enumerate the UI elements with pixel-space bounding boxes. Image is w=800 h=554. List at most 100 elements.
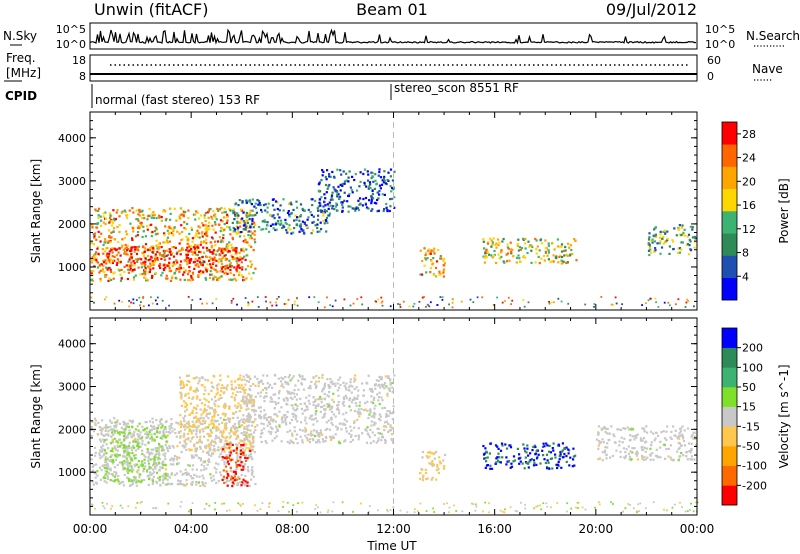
echo-cell xyxy=(219,374,222,377)
ground-scatter-cell xyxy=(527,301,530,304)
echo-cell xyxy=(157,214,161,217)
echo-cell xyxy=(164,468,167,471)
echo-cell xyxy=(574,239,577,242)
echo-cell xyxy=(248,440,251,443)
echo-cell xyxy=(371,197,375,200)
echo-cell xyxy=(598,442,601,445)
echo-cell xyxy=(165,474,168,477)
echo-cell xyxy=(137,219,140,222)
ground-scatter-cell xyxy=(214,508,216,511)
echo-cell xyxy=(329,198,332,201)
ground-scatter-cell xyxy=(523,305,526,308)
echo-cell xyxy=(103,441,106,444)
echo-cell xyxy=(145,277,148,280)
echo-cell xyxy=(181,423,184,427)
echo-cell xyxy=(179,420,182,423)
echo-cell xyxy=(157,456,160,459)
echo-cell xyxy=(155,447,158,450)
echo-cell xyxy=(170,227,173,230)
echo-cell xyxy=(305,429,308,432)
echo-cell xyxy=(624,454,628,458)
echo-cell xyxy=(150,473,153,476)
echo-cell xyxy=(212,475,215,478)
ground-scatter-cell xyxy=(535,505,538,508)
echo-cell xyxy=(133,246,136,249)
echo-cell xyxy=(225,481,228,484)
echo-cell xyxy=(136,218,139,221)
echo-cell xyxy=(181,386,185,389)
echo-cell xyxy=(141,465,144,468)
echo-cell xyxy=(628,428,631,431)
echo-cell xyxy=(164,472,167,475)
ground-scatter-cell xyxy=(247,304,250,307)
echo-cell xyxy=(519,460,522,463)
echo-cell xyxy=(139,222,142,225)
ground-scatter-cell xyxy=(141,501,143,503)
echo-cell xyxy=(90,458,93,461)
echo-cell xyxy=(155,461,158,465)
echo-cell xyxy=(353,396,356,399)
echo-cell xyxy=(435,478,438,481)
echo-cell xyxy=(318,435,321,438)
echo-cell xyxy=(332,392,335,395)
echo-cell xyxy=(321,169,324,172)
echo-cell xyxy=(183,428,186,431)
echo-cell xyxy=(246,437,249,440)
echo-cell xyxy=(245,447,248,450)
echo-cell xyxy=(289,439,292,442)
echo-cell xyxy=(219,379,222,382)
echo-cell xyxy=(389,379,392,382)
echo-cell xyxy=(143,272,146,275)
echo-cell xyxy=(228,436,231,439)
echo-cell xyxy=(647,242,650,245)
echo-cell xyxy=(223,228,226,231)
echo-cell xyxy=(227,417,230,420)
echo-cell xyxy=(207,210,210,213)
echo-cell xyxy=(208,221,211,224)
echo-cell xyxy=(623,437,626,440)
echo-cell xyxy=(281,383,284,386)
echo-cell xyxy=(187,392,190,395)
ground-scatter-cell xyxy=(488,511,490,514)
echo-cell xyxy=(233,247,236,250)
echo-cell xyxy=(535,457,539,460)
echo-cell xyxy=(207,412,210,415)
echo-cell xyxy=(117,261,121,264)
echo-cell xyxy=(554,453,557,456)
echo-cell xyxy=(203,260,206,264)
echo-cell xyxy=(385,206,388,209)
echo-cell xyxy=(103,261,106,264)
echo-cell xyxy=(373,411,376,414)
echo-cell xyxy=(130,483,133,486)
echo-cell xyxy=(368,199,371,202)
echo-cell xyxy=(271,204,275,207)
echo-cell xyxy=(160,462,163,465)
echo-cell xyxy=(307,216,310,219)
echo-cell xyxy=(543,259,546,262)
echo-cell xyxy=(136,438,139,441)
ground-scatter-cell xyxy=(545,502,548,505)
echo-cell xyxy=(201,231,204,234)
echo-cell xyxy=(188,464,191,467)
echo-cell xyxy=(220,434,224,438)
echo-cell xyxy=(226,476,229,479)
ground-scatter-cell xyxy=(136,502,139,504)
ground-scatter-cell xyxy=(349,304,352,307)
echo-cell xyxy=(694,437,697,440)
echo-cell xyxy=(140,258,143,261)
ground-scatter-cell xyxy=(128,300,130,302)
echo-cell xyxy=(288,374,291,377)
echo-cell xyxy=(144,267,147,270)
echo-cell xyxy=(201,422,204,425)
echo-cell xyxy=(173,271,177,274)
echo-cell xyxy=(387,430,390,433)
ground-scatter-cell xyxy=(446,502,448,505)
echo-cell xyxy=(165,217,168,221)
echo-cell xyxy=(191,468,194,471)
echo-cell xyxy=(201,474,204,477)
echo-cell xyxy=(204,420,207,423)
echo-cell xyxy=(204,277,207,280)
echo-cell xyxy=(244,456,247,459)
echo-cell xyxy=(242,220,245,223)
echo-cell xyxy=(246,468,249,471)
